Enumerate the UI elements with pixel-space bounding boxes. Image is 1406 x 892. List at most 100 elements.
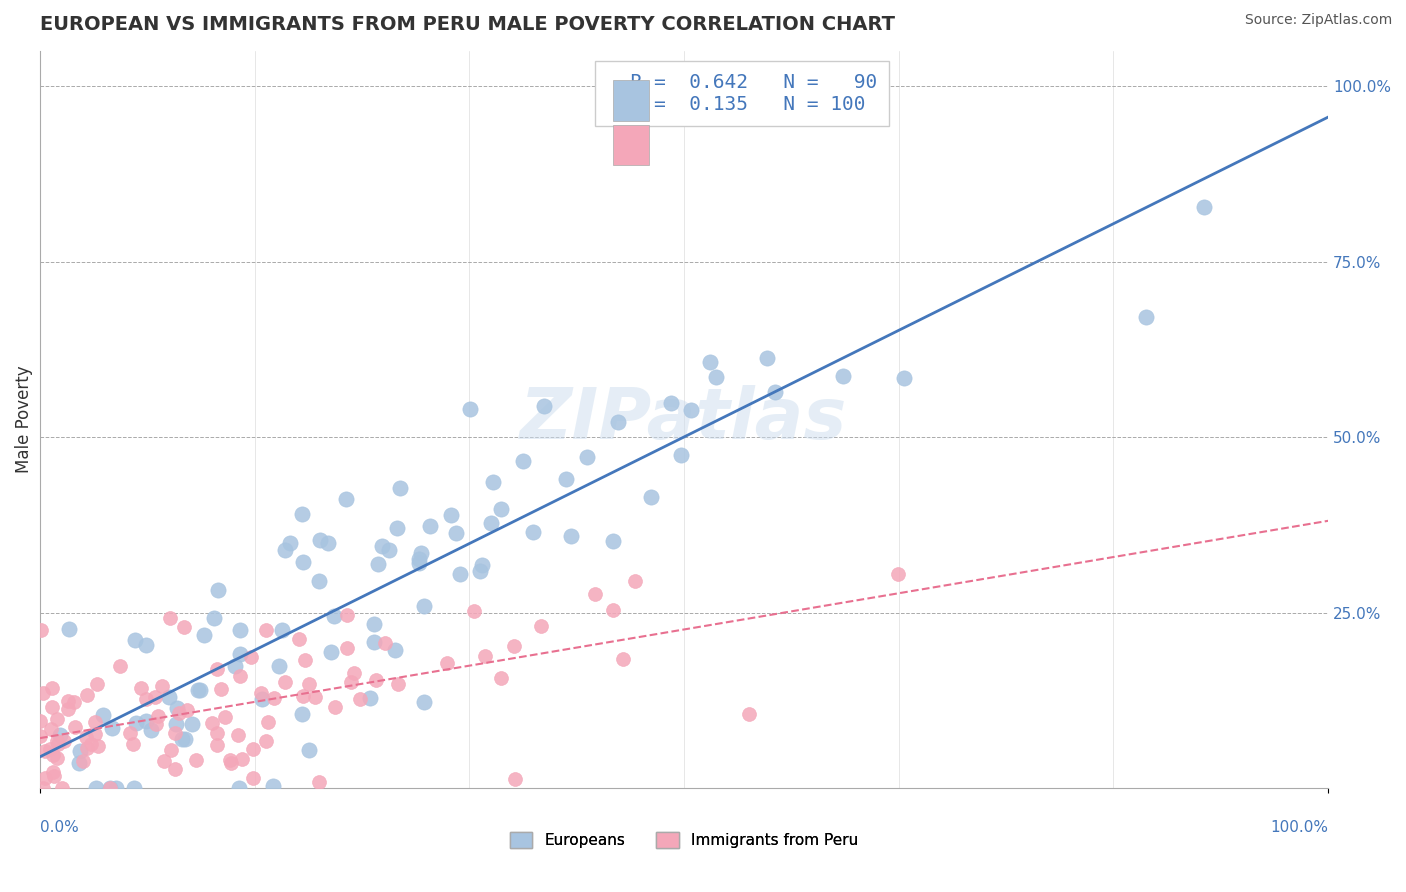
Point: [83, 727, 105, 741]
Point: [165, 717, 187, 731]
Point: [187, 683, 209, 698]
Point: [359, 691, 381, 706]
Point: [229, 647, 252, 661]
Point: [63, 720, 86, 734]
Point: [125, 715, 148, 730]
Point: [554, 472, 576, 486]
Point: [219, 753, 242, 767]
Point: [288, 632, 311, 646]
Point: [274, 542, 297, 557]
Point: [193, 628, 215, 642]
Point: [139, 723, 162, 737]
Point: [387, 520, 409, 534]
Point: [45, 751, 67, 765]
Point: [98, 781, 121, 796]
Point: [46, 734, 69, 748]
Point: [86, 781, 108, 796]
Point: [659, 395, 682, 409]
Point: [503, 772, 526, 786]
Point: [42, 747, 65, 762]
Point: [377, 543, 399, 558]
Point: [121, 737, 143, 751]
Point: [371, 540, 394, 554]
Point: [231, 752, 253, 766]
Point: [67, 756, 90, 770]
Point: [229, 669, 252, 683]
Point: [602, 603, 624, 617]
Point: [263, 690, 285, 705]
Point: [364, 673, 387, 688]
Point: [624, 574, 647, 588]
Point: [349, 692, 371, 706]
Point: [228, 781, 250, 796]
Point: [135, 691, 157, 706]
Text: ZIPatlas: ZIPatlas: [520, 385, 848, 454]
Point: [207, 582, 229, 597]
Point: [239, 650, 262, 665]
Point: [250, 686, 273, 700]
Point: [51, 781, 73, 796]
Point: [72, 754, 94, 768]
Point: [30, 623, 52, 637]
Point: [118, 726, 141, 740]
Point: [170, 732, 193, 747]
Point: [471, 558, 494, 573]
Point: [479, 516, 502, 530]
Point: [363, 635, 385, 649]
Point: [42, 769, 65, 783]
FancyBboxPatch shape: [613, 125, 650, 165]
Point: [101, 721, 124, 735]
Point: [86, 739, 108, 754]
Point: [262, 779, 284, 793]
Point: [32, 781, 55, 796]
Point: [832, 369, 855, 384]
Point: [58, 694, 80, 708]
Point: [669, 448, 692, 462]
Point: [39, 742, 62, 756]
Point: [575, 450, 598, 464]
Point: [104, 781, 127, 796]
Point: [612, 652, 634, 666]
Y-axis label: Male Poverty: Male Poverty: [15, 366, 32, 474]
Point: [122, 781, 145, 796]
Point: [704, 370, 727, 384]
Point: [323, 608, 346, 623]
Point: [1135, 310, 1157, 325]
Point: [42, 765, 65, 780]
Point: [214, 710, 236, 724]
Point: [436, 657, 458, 671]
Point: [699, 355, 721, 369]
Point: [887, 566, 910, 581]
Point: [439, 508, 461, 522]
Point: [226, 728, 249, 742]
Point: [409, 546, 432, 560]
Point: [48, 728, 70, 742]
Point: [52, 734, 75, 748]
Point: [278, 535, 301, 549]
Point: [319, 645, 342, 659]
Point: [893, 370, 915, 384]
Point: [181, 716, 204, 731]
Point: [374, 636, 396, 650]
Point: [585, 587, 607, 601]
Point: [294, 653, 316, 667]
Point: [205, 726, 228, 740]
Point: [160, 742, 183, 756]
Point: [460, 401, 482, 416]
Point: [62, 694, 84, 708]
Point: [291, 707, 314, 722]
Point: [444, 526, 467, 541]
Point: [408, 551, 430, 566]
Point: [242, 742, 264, 756]
Point: [522, 525, 544, 540]
Point: [297, 742, 319, 756]
Point: [30, 730, 52, 744]
Point: [69, 744, 91, 758]
Point: [290, 507, 312, 521]
Point: [39, 722, 62, 736]
Point: [419, 518, 441, 533]
Point: [75, 730, 97, 744]
Point: [336, 607, 359, 622]
Point: [389, 481, 412, 495]
Point: [387, 677, 409, 691]
